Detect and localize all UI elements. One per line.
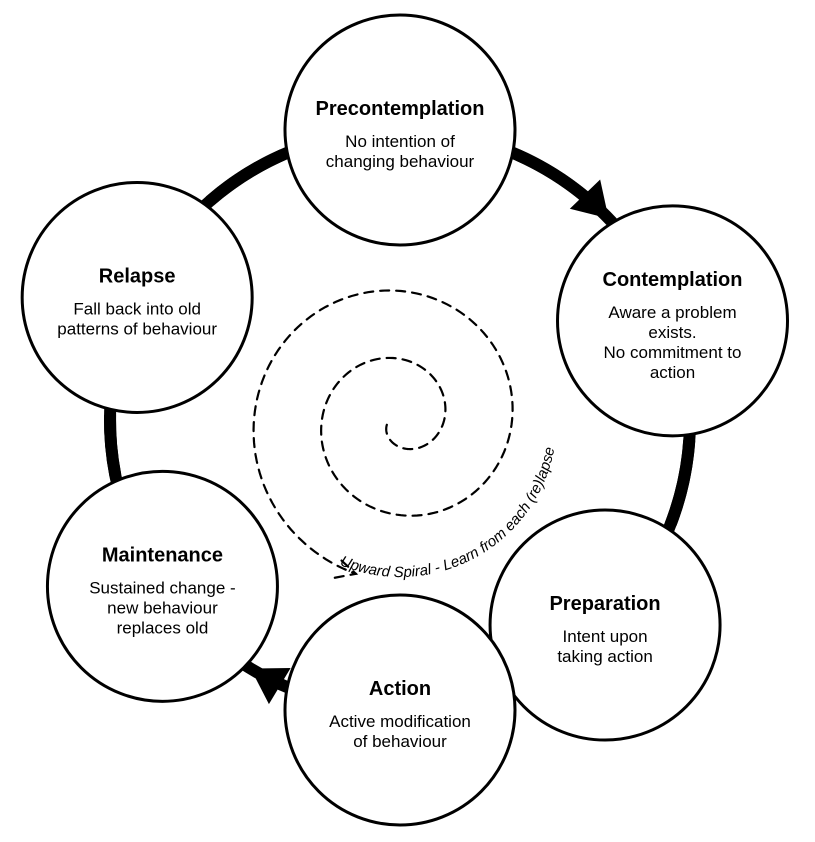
stage-node-precontemplation: Precontemplation No intention ofchanging … xyxy=(285,15,515,245)
stage-title-action: Action xyxy=(369,678,431,700)
ring-segment-relapse-to-precontemplation xyxy=(210,155,282,201)
stage-desc-action-line0: Active modification xyxy=(329,712,471,731)
center-spiral: Upward Spiral - Learn from each (re)laps… xyxy=(254,290,559,581)
stage-title-preparation: Preparation xyxy=(549,593,660,615)
stage-desc-relapse-line0: Fall back into old xyxy=(73,299,201,318)
stage-desc-precontemplation-line1: changing behaviour xyxy=(326,152,475,171)
stage-desc-contemplation-line1: exists. xyxy=(648,323,696,342)
stage-desc-contemplation-line3: action xyxy=(650,363,695,382)
spiral-path xyxy=(254,290,513,573)
stage-desc-relapse-line1: patterns of behaviour xyxy=(57,319,217,338)
stage-nodes: Precontemplation No intention ofchanging … xyxy=(22,15,787,825)
stage-desc-contemplation-line2: No commitment to xyxy=(604,343,742,362)
stage-node-preparation: Preparation Intent upontaking action xyxy=(490,510,720,740)
stage-desc-preparation-line1: taking action xyxy=(557,647,652,666)
stage-desc-maintenance-line2: replaces old xyxy=(117,618,209,637)
stage-desc-maintenance-line0: Sustained change - xyxy=(89,578,236,597)
stage-title-relapse: Relapse xyxy=(99,265,176,287)
stage-desc-action-line1: of behaviour xyxy=(353,732,447,751)
stage-title-contemplation: Contemplation xyxy=(603,269,743,291)
stage-title-maintenance: Maintenance xyxy=(102,544,223,566)
diagram-container: { "canvas": { "width": 815, "height": 84… xyxy=(0,0,815,842)
ring-segment-maintenance-to-relapse xyxy=(110,415,115,475)
stage-desc-maintenance-line1: new behaviour xyxy=(107,598,218,617)
stage-desc-contemplation-line0: Aware a problem xyxy=(608,303,736,322)
stage-title-precontemplation: Precontemplation xyxy=(316,98,485,120)
stages-of-change-diagram: Upward Spiral - Learn from each (re)laps… xyxy=(0,0,815,842)
stage-desc-preparation-line0: Intent upon xyxy=(563,627,648,646)
stage-node-action: Action Active modificationof behaviour xyxy=(285,595,515,825)
stage-node-relapse: Relapse Fall back into oldpatterns of beh… xyxy=(22,182,252,412)
stage-desc-precontemplation-line0: No intention of xyxy=(345,132,455,151)
stage-node-contemplation: Contemplation Aware a problemexists.No co… xyxy=(558,206,788,436)
stage-node-maintenance: Maintenance Sustained change -new behavio… xyxy=(47,471,277,701)
